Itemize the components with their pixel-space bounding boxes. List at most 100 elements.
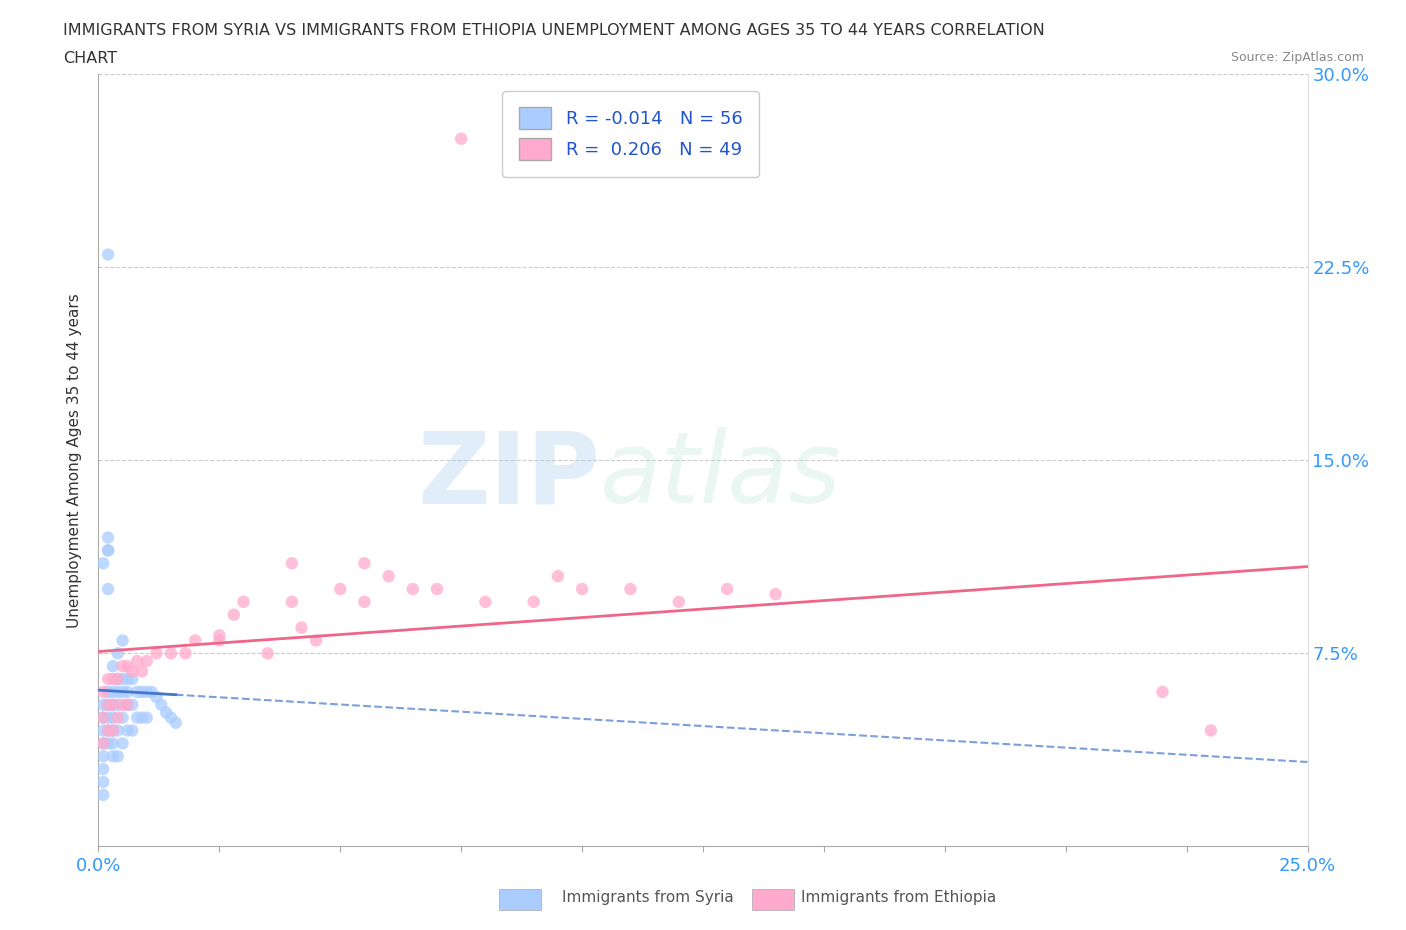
Point (111, 633, 134, 648)
Point (101, 684, 124, 699)
Point (91, 711, 114, 725)
Point (121, 664, 143, 679)
Point (111, 736, 134, 751)
Point (97, 581, 120, 596)
Point (523, 594, 546, 609)
Point (91, 736, 114, 751)
Point (91, 698, 114, 712)
Point (101, 698, 124, 712)
Point (101, 658, 124, 673)
Text: atlas: atlas (600, 427, 842, 525)
Point (101, 749, 124, 764)
Point (402, 581, 425, 596)
Point (111, 698, 134, 712)
Point (1152, 684, 1174, 699)
Point (1199, 724, 1222, 738)
Point (160, 646, 183, 661)
Point (668, 594, 690, 609)
Point (91, 775, 114, 790)
Point (353, 594, 375, 609)
Point (131, 664, 153, 679)
Point (101, 724, 124, 738)
Point (97, 530, 120, 545)
Point (117, 698, 139, 712)
Point (107, 698, 129, 712)
Point (208, 633, 231, 648)
Point (131, 684, 153, 699)
Point (101, 698, 124, 712)
Point (117, 658, 139, 673)
Point (145, 690, 167, 705)
Point (101, 736, 124, 751)
Point (117, 684, 139, 699)
Point (426, 581, 449, 596)
Point (222, 607, 245, 622)
Legend: R = -0.014   N = 56, R =  0.206   N = 49: R = -0.014 N = 56, R = 0.206 N = 49 (502, 91, 759, 177)
Point (121, 698, 143, 712)
Point (305, 633, 328, 648)
Point (571, 581, 593, 596)
Point (111, 671, 134, 686)
Point (91, 736, 114, 751)
Point (97, 724, 120, 738)
Text: Immigrants from Ethiopia: Immigrants from Ethiopia (801, 890, 997, 905)
Point (91, 749, 114, 764)
Point (716, 581, 738, 596)
Point (131, 711, 153, 725)
Text: Source: ZipAtlas.com: Source: ZipAtlas.com (1230, 51, 1364, 64)
Point (101, 671, 124, 686)
Point (97, 671, 120, 686)
Point (127, 711, 149, 725)
Point (97, 684, 120, 699)
Point (127, 684, 149, 699)
Point (121, 724, 143, 738)
Point (165, 715, 187, 730)
Point (117, 671, 139, 686)
Point (135, 654, 157, 669)
Point (101, 724, 124, 738)
Point (111, 684, 134, 699)
Point (353, 556, 375, 571)
Text: CHART: CHART (63, 51, 117, 66)
Point (107, 724, 129, 738)
Point (97, 698, 120, 712)
Point (547, 568, 569, 584)
Point (107, 646, 129, 661)
Point (281, 594, 304, 609)
Point (107, 671, 129, 686)
Point (97, 247, 120, 262)
Point (329, 581, 352, 596)
Point (111, 658, 134, 673)
Point (121, 671, 143, 686)
Point (107, 711, 129, 725)
Point (474, 594, 496, 609)
Point (107, 684, 129, 699)
Point (97, 724, 120, 738)
Point (232, 594, 254, 609)
Point (91, 684, 114, 699)
Point (208, 628, 231, 643)
Point (377, 568, 399, 584)
Point (107, 671, 129, 686)
Point (101, 711, 124, 725)
Point (111, 711, 134, 725)
Point (97, 711, 120, 725)
Point (145, 646, 167, 661)
Text: Immigrants from Syria: Immigrants from Syria (562, 890, 734, 905)
Point (174, 646, 197, 661)
Point (450, 131, 472, 146)
Point (135, 711, 157, 725)
Point (91, 724, 114, 738)
Point (107, 749, 129, 764)
Point (619, 581, 641, 596)
Point (97, 736, 120, 751)
Point (150, 698, 173, 712)
Point (155, 705, 177, 720)
Point (91, 788, 114, 803)
Text: IMMIGRANTS FROM SYRIA VS IMMIGRANTS FROM ETHIOPIA UNEMPLOYMENT AMONG AGES 35 TO : IMMIGRANTS FROM SYRIA VS IMMIGRANTS FROM… (63, 23, 1045, 38)
Y-axis label: Unemployment Among Ages 35 to 44 years: Unemployment Among Ages 35 to 44 years (67, 293, 83, 628)
Point (97, 543, 120, 558)
Point (141, 684, 163, 699)
Point (256, 646, 278, 661)
Point (91, 711, 114, 725)
